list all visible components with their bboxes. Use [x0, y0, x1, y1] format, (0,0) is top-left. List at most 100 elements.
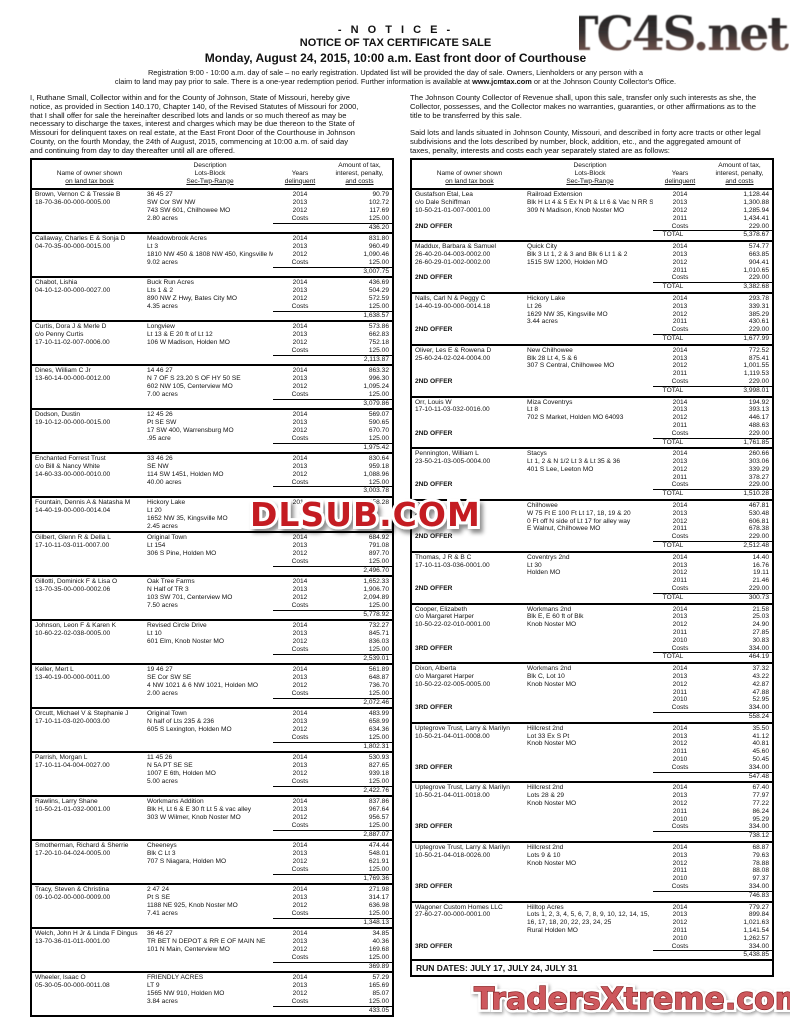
- total-label: TOTAL: [662, 438, 684, 446]
- owner-cell: Cooper, Elizabeth: [415, 605, 468, 613]
- total-label: [273, 699, 313, 707]
- entry-line: Pennington, William L Stacys 2014 260.66: [412, 450, 772, 458]
- amount-cell: 836.03: [368, 638, 389, 646]
- year-cell: Costs: [291, 214, 309, 222]
- owner-cell: [412, 215, 527, 223]
- owner-cell: [32, 638, 147, 646]
- entry-line: 3RD OFFER Costs 334.00: [412, 704, 772, 712]
- total-rule: 2,072.46: [273, 697, 392, 707]
- description-cell: 3.44 acres: [527, 318, 558, 326]
- description-cell-blank: [527, 712, 653, 721]
- description-cell-blank: [527, 334, 653, 343]
- entry-line: 25-60-24-02-024-0004.00 Blk 28 Lt 4, 5 & …: [412, 355, 772, 363]
- amount-cell: 436.69: [368, 279, 389, 287]
- amount-cell: 621.91: [368, 857, 389, 865]
- owner-cell: [412, 696, 527, 704]
- total-rule: 1,638.57: [273, 310, 392, 320]
- description-cell: LT 9: [147, 982, 160, 990]
- description-cell: [527, 370, 653, 378]
- description-cell: 1629 NW 35, Kingsville MO: [527, 310, 608, 318]
- offer-label: 3RD OFFER: [415, 882, 453, 890]
- amount-cell: 959.18: [368, 463, 389, 471]
- description-cell: 7.41 acres: [147, 909, 178, 917]
- description-cell: SW Cor SW NW: [147, 199, 196, 207]
- entry-line: 2ND OFFER Costs 229.00: [412, 326, 772, 334]
- amount-cell: 334.00: [748, 942, 769, 950]
- year-cell: 2012: [292, 638, 308, 646]
- owner-cell: [32, 990, 147, 998]
- owner-cell: Maddux, Barbara & Samuel: [415, 243, 496, 251]
- total-label: [653, 951, 693, 959]
- description-cell-blank: [147, 355, 273, 364]
- entry-line: 2011 27.85: [412, 629, 772, 637]
- total-rule: 547.48: [653, 771, 772, 781]
- description-cell: 9.02 acres: [147, 258, 178, 266]
- year-cell: 2012: [672, 258, 688, 266]
- collector-notice-paragraph: I, Ruthane Small, Collector within and f…: [30, 93, 360, 165]
- description-cell: Holden MO: [527, 569, 561, 577]
- amount-cell: 78.88: [752, 859, 769, 867]
- amount-cell: 678.38: [748, 525, 769, 533]
- owner-cell: [412, 867, 527, 875]
- description-cell: Lt 26: [527, 302, 542, 310]
- entry-line: Johnson, Leon F & Karen K Revised Circle …: [32, 622, 392, 630]
- owner-cell-blank: [32, 742, 147, 751]
- entry-line: 890 NW Z Hwy, Bates City MO 2012 572.59: [32, 295, 392, 303]
- amount-cell: 590.65: [368, 419, 389, 427]
- entry-line: 10-50-21-04-018-0026.00 Lots 9 & 10 2013 79…: [412, 852, 772, 860]
- entry-line: 13-70-36-01-011-0001.00 TR BET N DEPOT & …: [32, 938, 392, 946]
- total-label: [653, 773, 693, 781]
- owner-cell: [32, 207, 147, 215]
- owner-cell-blank: [32, 1006, 147, 1015]
- amount-cell: 42.87: [752, 680, 769, 688]
- total-line: TOTAL 3,382.68: [412, 282, 772, 291]
- description-cell-blank: [527, 386, 653, 395]
- description-cell: 36 46 27: [147, 930, 173, 938]
- entry-line: 2010 97.37: [412, 875, 772, 883]
- total-line: TOTAL 3,998.01: [412, 385, 772, 395]
- total-amount: 746.83: [748, 891, 769, 899]
- owner-cell: Pennington, William L: [415, 450, 479, 458]
- owner-cell: [32, 251, 147, 259]
- description-cell: [527, 274, 653, 282]
- year-cell: 2012: [292, 206, 308, 214]
- owner-header-line1: Name of owner shown: [436, 169, 503, 177]
- entry-line: Wagoner Custom Homes LLC Hilltop Acres 201…: [412, 904, 772, 912]
- year-cell: 2012: [672, 310, 688, 318]
- description-cell: [147, 954, 273, 962]
- year-cell: 2010: [672, 875, 688, 883]
- total-label: TOTAL: [662, 490, 684, 498]
- description-cell: Lt 20: [147, 507, 162, 515]
- owner-cell: 19-10-12-00-000-0015.00: [35, 419, 111, 427]
- entry-line: 19-10-12-00-000-0015.00 Pt SE SW 2013 590.6…: [32, 419, 392, 427]
- description-cell: [527, 474, 653, 482]
- amount-cell: 736.70: [368, 682, 389, 690]
- total-line: 2,422.76: [32, 785, 392, 795]
- entry-line: 2.80 acres Costs 125.00: [32, 215, 392, 223]
- owner-cell: 26-40-20-04-003-0002.00: [415, 250, 491, 258]
- description-cell: 40.00 acres: [147, 478, 182, 486]
- year-cell: 2012: [292, 682, 308, 690]
- description-cell-blank: [147, 610, 273, 619]
- owner-cell-blank: [32, 355, 147, 364]
- amount-cell: 1,906.70: [363, 586, 389, 594]
- owner-cell: [32, 778, 147, 786]
- description-cell-blank: [527, 950, 653, 959]
- description-cell: Blk 3 Lt 1, 2 & 3 and Blk 6 Lt 1 & 2: [527, 250, 628, 258]
- entry-line: 17-10-11-03-036-0001.00 Lt 30 2013 16.76: [412, 562, 772, 570]
- entry-line: 1565 NW 910, Holden MO 2012 85.07: [32, 990, 392, 998]
- description-cell: Pt SE SW: [147, 419, 177, 427]
- total-line: 738.12: [412, 831, 772, 840]
- year-cell: 2014: [672, 553, 688, 561]
- description-cell: Miza Coventrys: [527, 398, 573, 406]
- owner-cell: [32, 726, 147, 734]
- year-cell: 2014: [672, 843, 688, 851]
- table-header: Name of owner shown on land tax book Des…: [32, 160, 392, 191]
- description-cell-blank: [527, 831, 653, 840]
- year-cell: Costs: [671, 274, 689, 282]
- owner-cell: c/o Margaret Harper: [415, 613, 474, 621]
- owner-cell: [32, 734, 147, 742]
- year-cell: 2013: [672, 458, 688, 466]
- year-cell: 2014: [672, 346, 688, 354]
- owner-cell: [412, 466, 527, 474]
